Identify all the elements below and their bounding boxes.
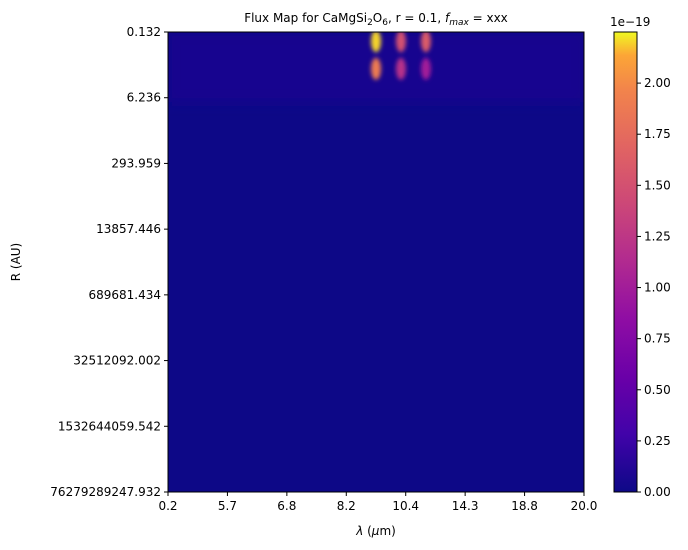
y-tick-label: 6.236 xyxy=(127,91,161,105)
y-tick-label: 1532644059.542 xyxy=(58,419,161,433)
y-tick-label: 32512092.002 xyxy=(73,354,161,368)
x-tick-label: 18.8 xyxy=(511,499,538,513)
plot-frame xyxy=(167,31,585,493)
x-tick-label: 8.2 xyxy=(337,499,356,513)
x-axis: 0.2 5.7 6.8 8.2 10.4 14.3 18.8 20.0 xyxy=(158,492,597,513)
colorbar-gradient xyxy=(613,31,638,493)
colorbar-tick-label: 1.75 xyxy=(644,127,671,141)
y-tick-label: 0.132 xyxy=(127,25,161,39)
x-tick-label: 10.4 xyxy=(392,499,419,513)
x-tick-label: 20.0 xyxy=(571,499,598,513)
heatmap-peak xyxy=(395,57,406,80)
y-tick-label: 293.959 xyxy=(111,156,161,170)
heatmap-peak xyxy=(395,32,406,53)
y-axis: 0.132 6.236 293.959 13857.446 689681.434 3251… xyxy=(50,25,168,499)
colorbar-tick-label: 1.25 xyxy=(644,229,671,243)
chart-title: Flux Map for CaMgSi2O6, r = 0.1, fmax = … xyxy=(244,11,508,28)
colorbar-tick-label: 0.75 xyxy=(644,332,671,346)
colorbar: 1e−19 0.00 0.25 0.50 0.75 1.00 1.25 1.50 1.75 2.… xyxy=(610,15,671,499)
heatmap-peak xyxy=(420,32,431,53)
x-tick-label: 5.7 xyxy=(218,499,237,513)
colorbar-multiplier: 1e−19 xyxy=(610,15,650,29)
y-tick-label: 689681.434 xyxy=(88,288,161,302)
colorbar-tick-label: 1.00 xyxy=(644,281,671,295)
y-tick-label: 76279289247.932 xyxy=(50,485,161,499)
y-axis-label: R (AU) xyxy=(9,243,23,282)
colorbar-tick-label: 2.00 xyxy=(644,76,671,90)
heatmap-peak xyxy=(371,57,381,80)
heatmap-peak xyxy=(420,57,431,80)
x-tick-label: 0.2 xyxy=(158,499,177,513)
colorbar-tick-label: 0.50 xyxy=(644,383,671,397)
heatmap-background xyxy=(168,32,584,492)
x-tick-label: 6.8 xyxy=(277,499,296,513)
x-tick-label: 14.3 xyxy=(452,499,479,513)
y-tick-label: 13857.446 xyxy=(96,222,161,236)
colorbar-tick-label: 0.25 xyxy=(644,434,671,448)
colorbar-tick-label: 0.00 xyxy=(644,485,671,499)
heatmap-peak xyxy=(371,32,381,53)
heatmap xyxy=(168,32,584,492)
x-axis-label: λ (μm) xyxy=(355,524,396,538)
colorbar-tick-label: 1.50 xyxy=(644,178,671,192)
